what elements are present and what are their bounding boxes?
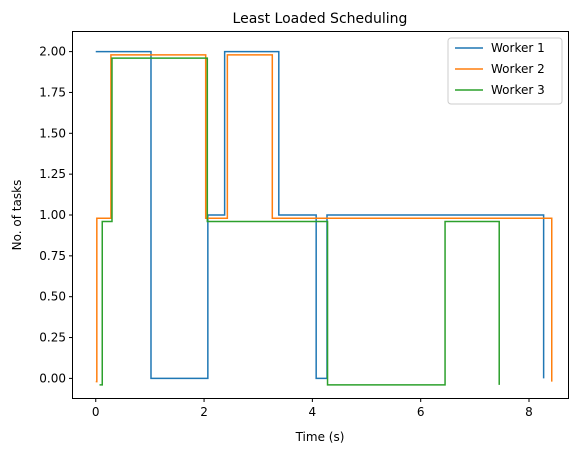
y-tick-label: 0.75 <box>39 249 66 263</box>
y-tick-label: 0.25 <box>39 331 66 345</box>
x-tick-label: 0 <box>92 405 100 419</box>
y-tick-label: 1.75 <box>39 85 66 99</box>
y-axis-title: No. of tasks <box>10 180 24 251</box>
y-tick-label: 1.00 <box>39 208 66 222</box>
y-tick-label: 1.25 <box>39 167 66 181</box>
y-tick-label: 1.50 <box>39 126 66 140</box>
legend: Worker 1 Worker 2 Worker 3 <box>447 37 563 105</box>
series-line-worker-3 <box>99 57 500 386</box>
x-tick-label: 8 <box>525 405 533 419</box>
x-tick-label: 4 <box>309 405 317 419</box>
legend-label-worker-1: Worker 1 <box>491 41 545 55</box>
chart-title: Least Loaded Scheduling <box>233 11 408 27</box>
x-axis: 0 2 4 6 8 <box>92 398 533 419</box>
legend-label-worker-2: Worker 2 <box>491 62 545 76</box>
plot-lines <box>95 50 553 386</box>
y-tick-label: 0.00 <box>39 371 66 385</box>
y-tick-label: 2.00 <box>39 45 66 59</box>
y-axis: 0.00 0.25 0.50 0.75 1.00 1.25 1.50 1.75 2.00 <box>39 45 73 385</box>
series-line-worker-2 <box>95 54 553 383</box>
y-tick-label: 0.50 <box>39 290 66 304</box>
x-axis-title: Time (s) <box>295 430 345 444</box>
legend-label-worker-3: Worker 3 <box>491 83 545 97</box>
x-tick-label: 2 <box>200 405 208 419</box>
x-tick-label: 6 <box>417 405 425 419</box>
legend-box <box>447 37 563 105</box>
